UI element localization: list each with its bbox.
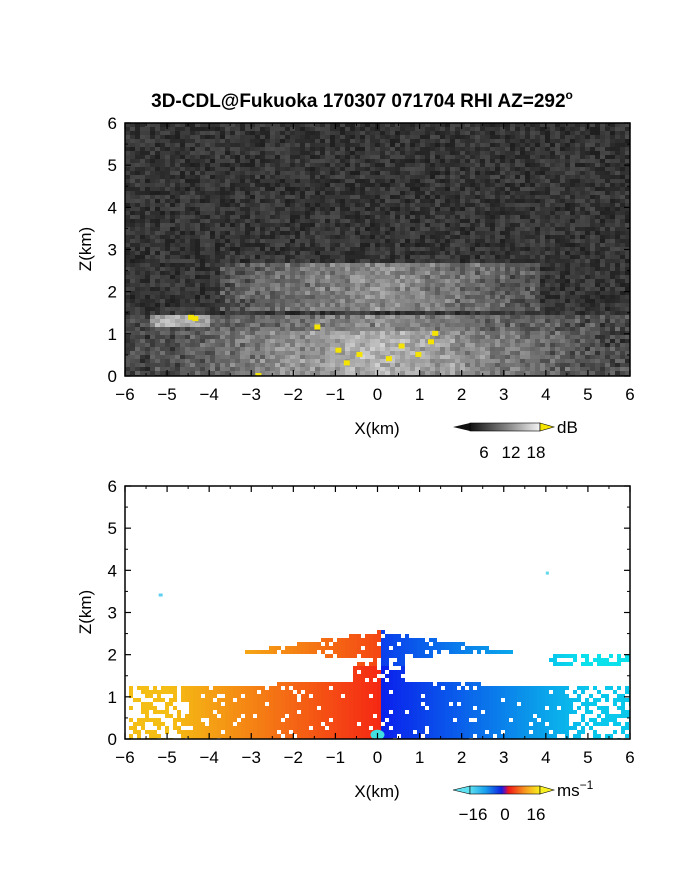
x-tick-label: 1 [415,748,424,767]
x-tick-label: −2 [284,748,303,767]
chart-title: 3D-CDL@Fukuoka 170307 071704 RHI AZ=292o [151,88,573,112]
x-tick-label: −3 [242,748,261,767]
x-tick-label: 4 [541,748,550,767]
x-tick-label: 3 [499,385,508,404]
x-tick-label: −5 [157,748,176,767]
high-intensity-cell [428,339,434,345]
backscatter-axes: −6 −5 −4 −3 −2 −1 0 1 2 3 4 5 6 0 1 2 3 4 5 6 [108,114,635,404]
y-tick-label: 5 [108,519,117,538]
y-tick-label: 4 [108,561,117,580]
high-intensity-cell [415,351,422,357]
x-tick-label: 2 [457,385,466,404]
high-intensity-cell [335,347,342,353]
velocity-ylabel: Z(km) [76,590,95,634]
velocity-colorbar-unit: ms−1 [557,778,594,800]
velocity-colorbar: ms−1 −16 0 16 [452,778,594,824]
y-tick-label: 0 [108,730,117,749]
isolated-echo [158,593,163,597]
x-tick-label: 1 [415,385,424,404]
high-intensity-cell [432,330,439,336]
y-tick-label: 3 [108,241,117,260]
title-superscript: o [566,88,573,102]
high-intensity-cell [188,314,195,320]
high-intensity-cell [385,356,392,362]
backscatter-xlabel: X(km) [354,419,399,438]
backscatter-colorbar-unit: dB [557,418,578,437]
y-tick-label: 0 [108,367,117,386]
colorbar-tick-label: 0 [500,805,509,824]
y-tick-label: 2 [108,646,117,665]
x-tick-label: −3 [242,385,261,404]
high-intensity-cell [314,324,321,330]
isolated-echo [545,571,549,575]
high-intensity-cell [356,351,363,357]
x-tick-label: −6 [115,385,134,404]
x-tick-label: −2 [284,385,303,404]
x-tick-label: 6 [625,385,634,404]
colorbar-tick-label: −16 [459,805,488,824]
x-tick-label: −5 [157,385,176,404]
x-tick-label: 6 [625,748,634,767]
x-tick-label: 2 [457,748,466,767]
colorbar-tick-label: 6 [479,443,488,462]
x-tick-label: 3 [499,748,508,767]
x-tick-label: −1 [326,748,345,767]
x-tick-label: −6 [115,748,134,767]
y-tick-label: 1 [108,325,117,344]
colorbar-tick-label: 16 [527,805,546,824]
backscatter-colorbar: dB 6 12 18 [453,418,578,462]
velocity-panel: −6 −5 −4 −3 −2 −1 0 1 2 3 4 5 6 0 1 2 3 4 5 6 X(km) Z(km) m… [76,477,635,824]
x-tick-label: 0 [373,748,382,767]
high-intensity-cell [343,360,350,366]
backscatter-ylabel: Z(km) [76,227,95,271]
y-tick-label: 5 [108,156,117,175]
x-tick-label: −1 [326,385,345,404]
y-tick-label: 6 [108,114,117,133]
x-tick-label: −4 [199,748,218,767]
x-tick-label: 5 [583,385,592,404]
y-tick-label: 4 [108,198,117,217]
y-tick-label: 1 [108,688,117,707]
x-tick-label: 0 [373,385,382,404]
x-tick-label: −4 [199,385,218,404]
x-tick-label: 4 [541,385,550,404]
backscatter-image [125,123,630,376]
y-tick-label: 2 [108,283,117,302]
high-intensity-cell [192,316,199,322]
high-intensity-cell [398,343,405,349]
colorbar-tick-label: 18 [527,443,546,462]
velocity-axes: −6 −5 −4 −3 −2 −1 0 1 2 3 4 5 6 0 1 2 3 4 5 6 [108,477,635,767]
y-tick-label: 3 [108,604,117,623]
y-tick-label: 6 [108,477,117,496]
x-tick-label: 5 [583,748,592,767]
velocity-xlabel: X(km) [354,782,399,801]
colorbar-tick-label: 12 [502,443,521,462]
high-intensity-cell [255,373,262,376]
velocity-image [129,571,630,739]
